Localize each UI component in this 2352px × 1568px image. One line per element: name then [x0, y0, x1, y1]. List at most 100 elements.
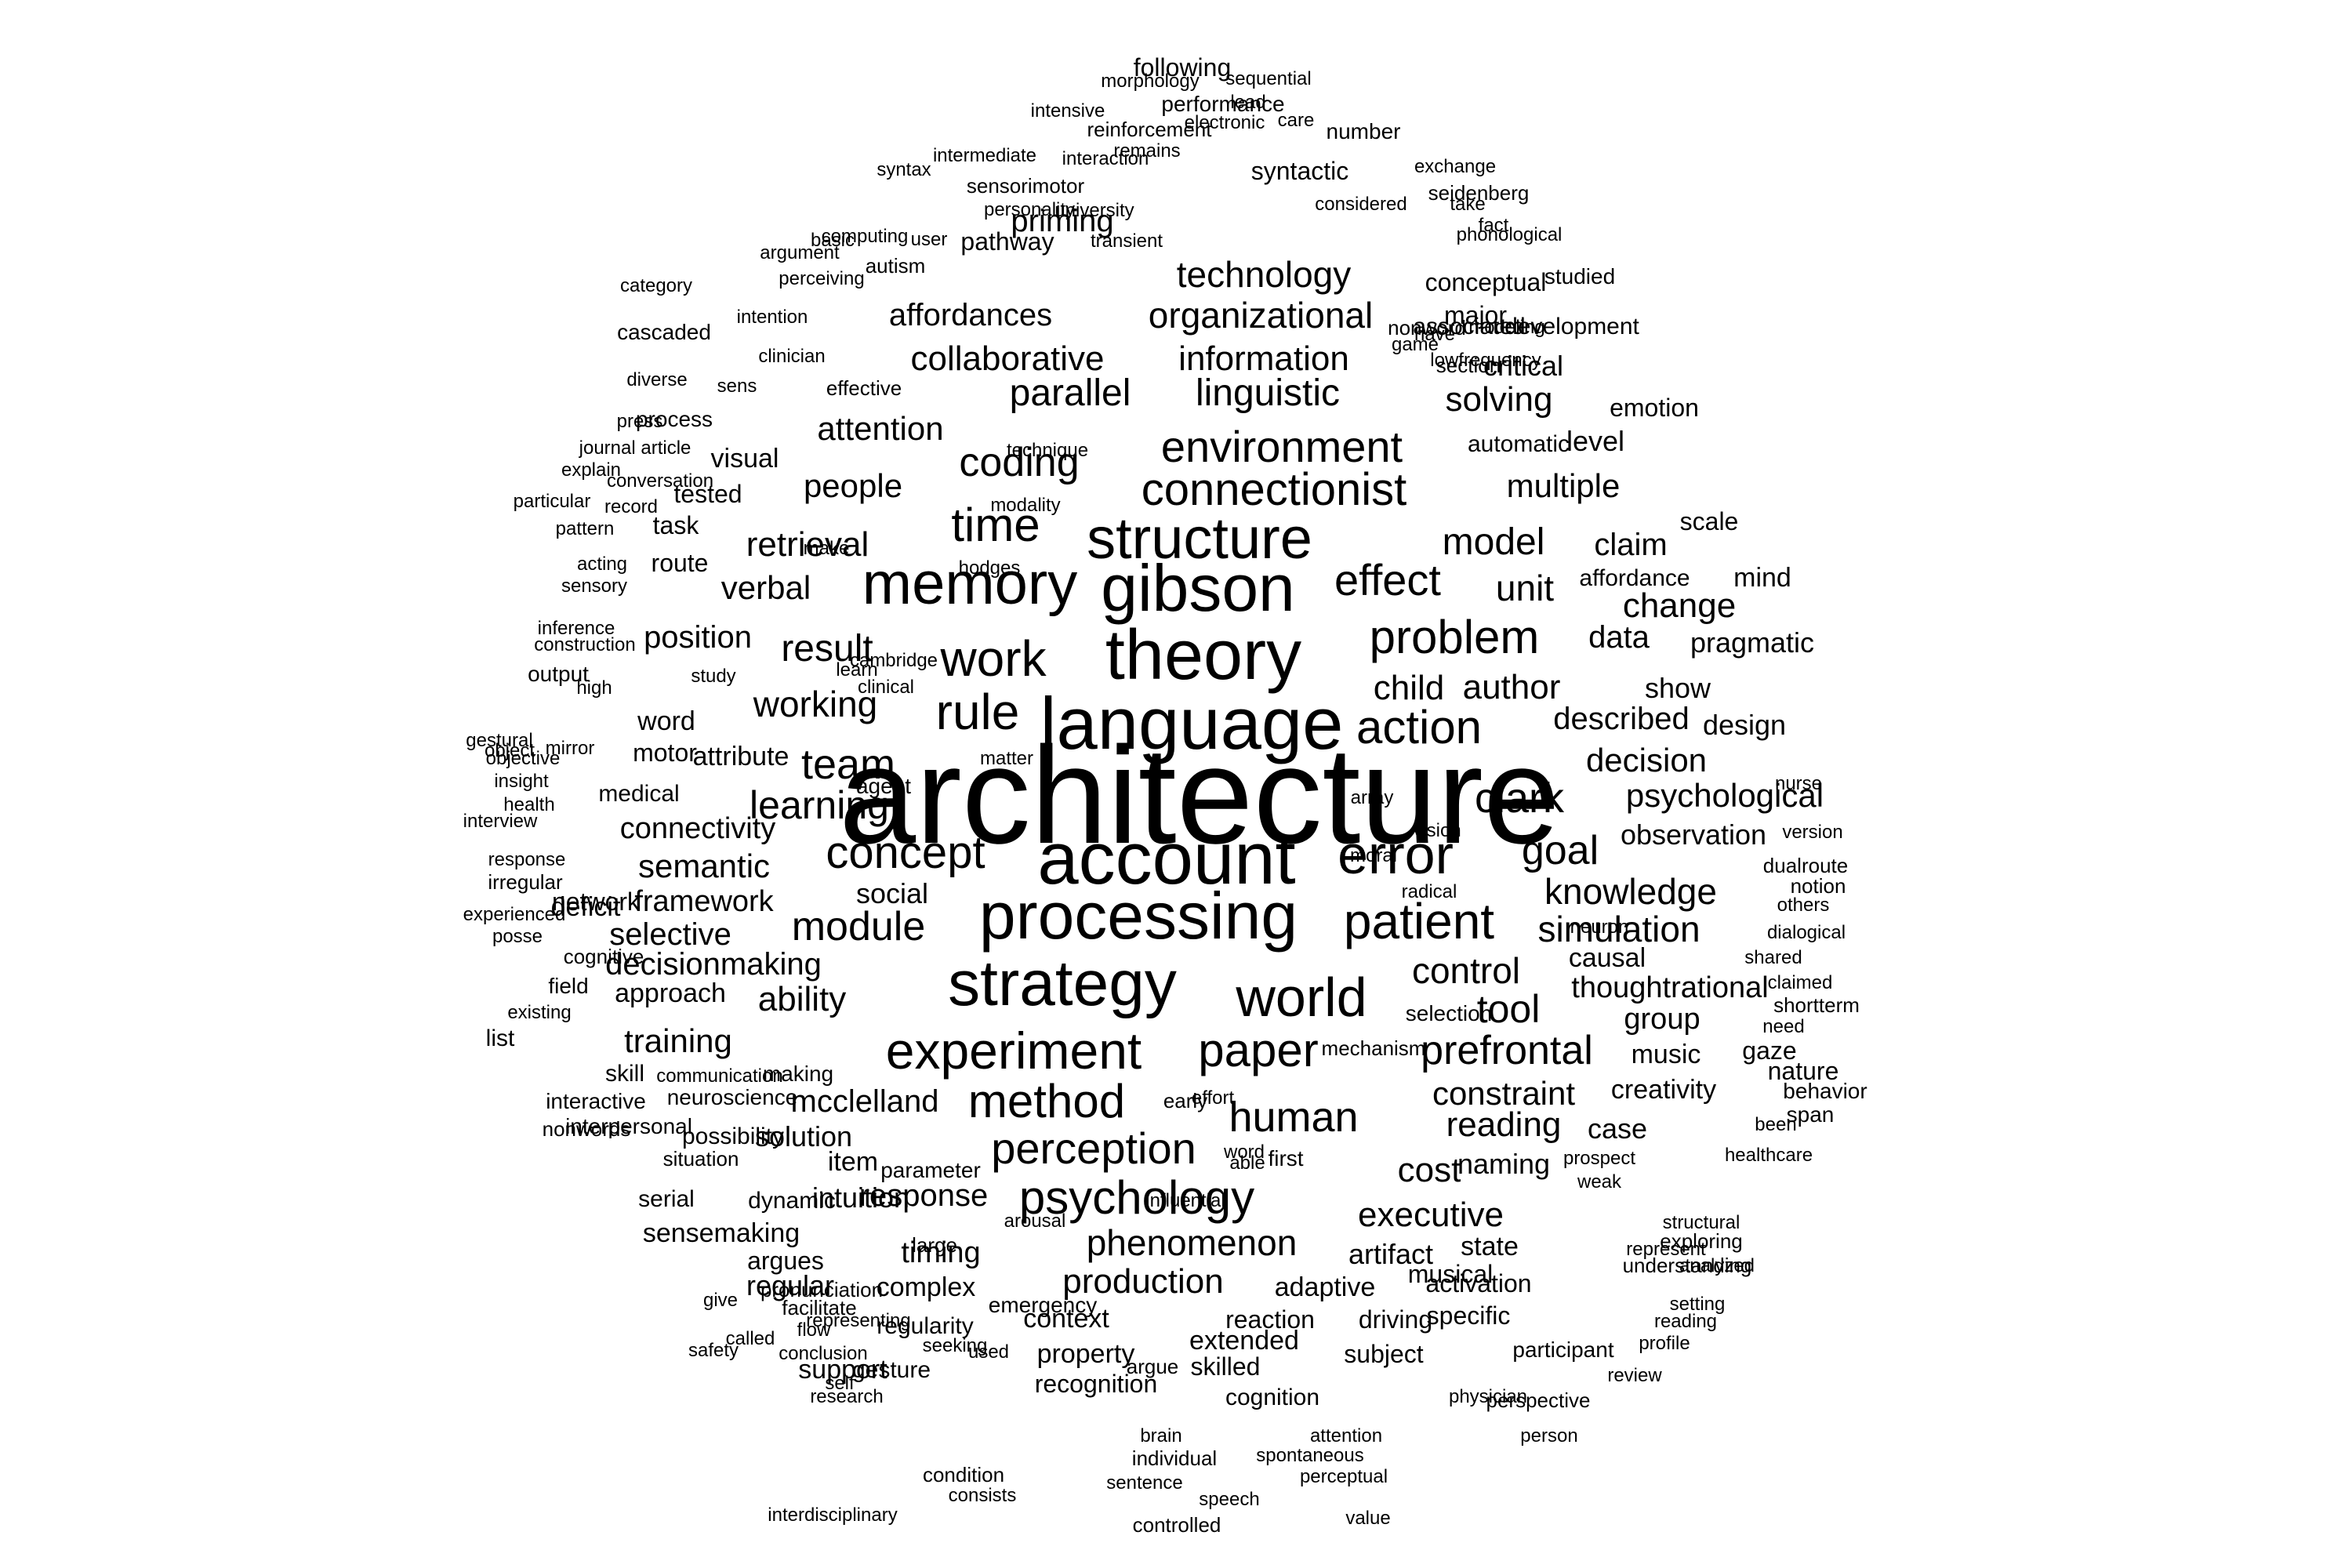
cloud-word: skilled [1190, 1352, 1261, 1381]
cloud-word: artifact [1348, 1238, 1434, 1270]
cloud-word: level [1566, 425, 1625, 457]
cloud-word: agent [855, 774, 912, 798]
cloud-word: observation [1620, 818, 1767, 851]
cloud-word: major [1443, 301, 1508, 329]
cloud-word: automatic [1467, 431, 1570, 457]
cloud-word: self [825, 1373, 855, 1394]
cloud-word: activation [1425, 1269, 1532, 1298]
cloud-word: semantic [637, 848, 771, 884]
cloud-word: word [1223, 1142, 1265, 1163]
cloud-word: naming [1457, 1148, 1551, 1180]
cloud-word: deficit [550, 892, 621, 922]
cloud-word: subject [1344, 1340, 1424, 1368]
cloud-word: described [1553, 702, 1690, 736]
cloud-word: performance [1161, 92, 1285, 116]
cloud-word: word [637, 706, 695, 736]
cloud-word: first [1268, 1146, 1304, 1171]
cloud-word: effect [1334, 555, 1441, 604]
cloud-word: connectionist [1141, 464, 1407, 515]
cloud-word: working [753, 684, 878, 724]
cloud-word: pathway [960, 227, 1054, 256]
cloud-word: syntactic [1250, 157, 1349, 185]
cloud-word: environment [1160, 422, 1403, 471]
cloud-word: interaction [1062, 148, 1149, 169]
cloud-word: gaze [1742, 1036, 1797, 1065]
cloud-word: phenomenon [1086, 1222, 1298, 1263]
cloud-word: condition [922, 1463, 1005, 1486]
cloud-word: coding [959, 440, 1080, 485]
cloud-word: affordances [888, 298, 1053, 332]
cloud-word: technique [1006, 440, 1089, 461]
cloud-word: exchange [1414, 156, 1497, 177]
cloud-word: retrieval [746, 525, 869, 564]
cloud-word: design [1702, 709, 1787, 741]
cloud-word: learn [836, 659, 878, 681]
cloud-word: large [912, 1233, 957, 1257]
cloud-word: creativity [1610, 1075, 1717, 1105]
cloud-word: mirror [545, 738, 595, 759]
cloud-word: individual [1131, 1446, 1218, 1470]
cloud-word: perceiving [779, 268, 865, 289]
cloud-word: influential [1145, 1190, 1225, 1211]
cloud-word: interpersonal [565, 1114, 692, 1138]
cloud-word: perceptual [1299, 1466, 1388, 1487]
cloud-word: section [1436, 354, 1501, 377]
cloud-word: child [1373, 669, 1445, 707]
cloud-word: pragmatic [1690, 626, 1815, 659]
cloud-word: change [1622, 586, 1737, 625]
cloud-word: method [967, 1075, 1126, 1127]
cloud-word: tool [1476, 987, 1541, 1031]
cloud-word: study [691, 666, 736, 687]
cloud-word: model [1442, 521, 1545, 563]
cloud-word: psychology [1018, 1171, 1255, 1224]
cloud-word: learning [750, 783, 889, 827]
cloud-word: thoughtrational [1571, 971, 1769, 1004]
cloud-word: response [488, 849, 566, 870]
cloud-word: error [1338, 824, 1454, 885]
cloud-word: matter [979, 748, 1034, 769]
cloud-word: intensive [1030, 100, 1105, 122]
cloud-word: sentence [1106, 1472, 1183, 1494]
cloud-word: reading [1446, 1105, 1562, 1144]
cloud-word: argue [1126, 1355, 1179, 1378]
cloud-word: category [619, 275, 693, 296]
cloud-word: physician [1448, 1386, 1528, 1407]
cloud-word: parameter [880, 1158, 981, 1182]
cloud-word: nature [1767, 1057, 1839, 1085]
cloud-word: reaction [1225, 1305, 1315, 1334]
cloud-word: effective [826, 376, 902, 400]
cloud-word: setting [1669, 1294, 1726, 1315]
cloud-word: paper [1198, 1024, 1319, 1076]
cloud-word: computing [821, 226, 909, 247]
cloud-word: skill [605, 1061, 644, 1087]
cloud-word: structure [1087, 506, 1312, 571]
cloud-word: representing [806, 1310, 911, 1331]
cloud-word: nurse [1774, 773, 1823, 794]
cloud-word: experiment [885, 1022, 1142, 1080]
cloud-word: cambridge [849, 650, 938, 671]
cloud-word: adaptive [1274, 1272, 1376, 1302]
cloud-word: array [1350, 787, 1394, 808]
cloud-word: result [781, 628, 873, 670]
cloud-word: production [1062, 1262, 1224, 1301]
cloud-word: sensemaking [642, 1218, 800, 1248]
cloud-word: ability [757, 980, 847, 1018]
cloud-word: mechanism [1321, 1036, 1426, 1060]
cloud-word: causal [1568, 943, 1646, 973]
cloud-word: safety [688, 1340, 739, 1361]
cloud-word: memory [862, 550, 1078, 617]
cloud-word: construction [534, 634, 636, 655]
cloud-word: tested [673, 480, 742, 508]
cloud-word: objective [485, 748, 561, 769]
cloud-word: high [576, 677, 612, 699]
cloud-word: transient [1090, 230, 1163, 252]
cloud-word: claimed [1767, 972, 1833, 993]
cloud-word: structural [1662, 1212, 1740, 1233]
cloud-word: called [725, 1328, 775, 1349]
cloud-word: connectivity [619, 812, 776, 845]
cloud-word: facilitate [782, 1296, 857, 1319]
cloud-word: multiple [1506, 467, 1621, 504]
cloud-word: weak [1577, 1171, 1622, 1192]
cloud-word: task [652, 511, 699, 539]
